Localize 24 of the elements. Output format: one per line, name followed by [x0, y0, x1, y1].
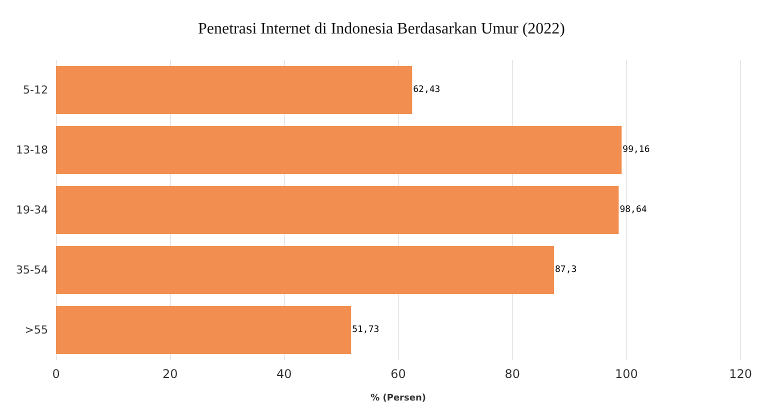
data-label: 87,3	[555, 265, 577, 275]
x-tick-label: 80	[504, 367, 520, 381]
data-label: 98,64	[620, 205, 647, 215]
bar	[56, 126, 622, 174]
data-label: 51,73	[352, 325, 380, 335]
x-tick-label: 60	[390, 367, 406, 381]
data-label: 99,16	[622, 145, 650, 155]
x-tick-label: 20	[162, 367, 178, 381]
x-tick-label: 120	[729, 367, 752, 381]
bar	[56, 306, 352, 354]
y-tick-label: 19-34	[16, 204, 48, 216]
bar	[56, 186, 619, 234]
y-tick-label: 13-18	[16, 144, 48, 156]
x-axis-title: % (Persen)	[370, 394, 426, 404]
bar	[56, 66, 412, 114]
y-tick-label: >55	[24, 324, 48, 336]
bar	[56, 246, 554, 294]
chart-title: Penetrasi Internet di Indonesia Berdasarkan Umur (2022)	[198, 20, 565, 38]
y-tick-label: 5-12	[23, 84, 48, 96]
x-tick-label: 0	[52, 367, 60, 381]
x-tick-label: 40	[276, 367, 292, 381]
x-tick-label: 100	[615, 367, 638, 381]
y-tick-label: 35-54	[16, 264, 48, 276]
data-label: 62,43	[413, 85, 440, 95]
